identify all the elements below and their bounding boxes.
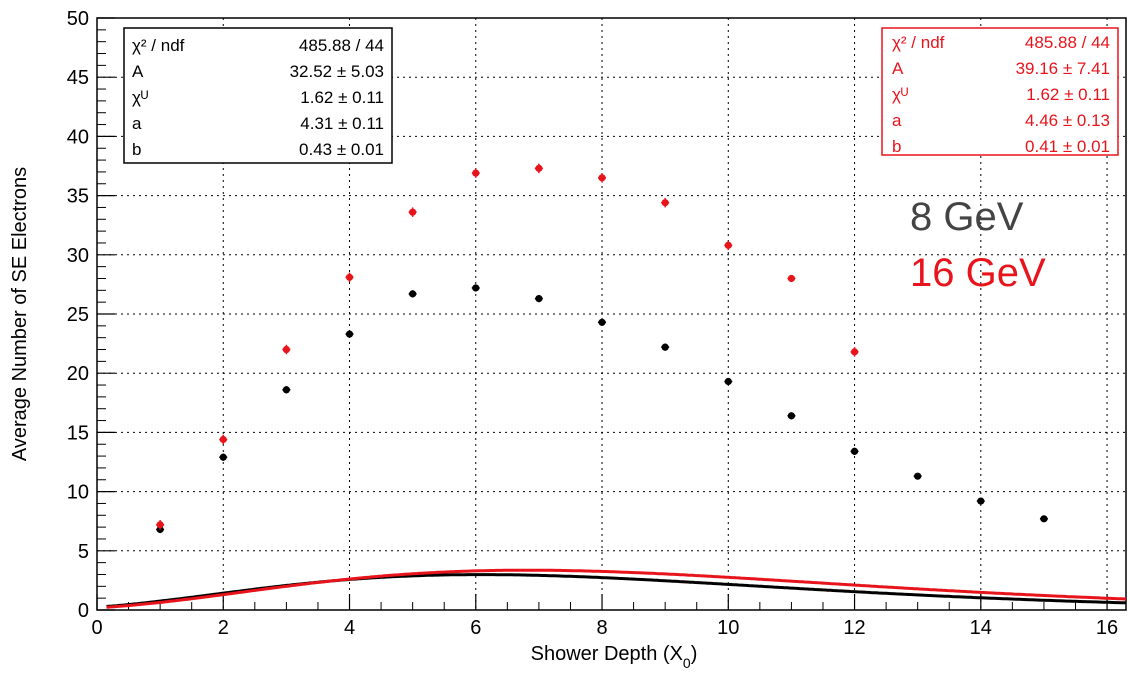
data-point-8gev [345, 330, 354, 338]
data-point-8gev [472, 284, 480, 292]
stats-box-16gev: χ² / ndf 485.88 / 44 A 39.16 ± 7.41 χᵁ 1.62 ±… [881, 27, 1119, 156]
data-point-8gev [219, 453, 227, 461]
data-point-16gev [787, 274, 796, 283]
x-tick-label: 4 [344, 617, 355, 639]
stats-label-16gev: a [892, 111, 902, 130]
data-point-16gev [345, 273, 354, 281]
grid-layer [97, 18, 1126, 610]
y-tick-label: 50 [67, 8, 89, 30]
fit-curves [106, 568, 1127, 609]
data-point-16gev [850, 348, 859, 356]
stats-value-16gev: 485.88 / 44 [1025, 33, 1110, 52]
data-point-16gev [598, 174, 606, 182]
stats-box-8gev-frame [123, 27, 393, 164]
stats-label-8gev: χᵁ [132, 88, 148, 107]
stats-label-16gev: χ² / ndf [892, 33, 945, 52]
data-point-16gev [409, 208, 417, 216]
stats-value-8gev: 4.31 ± 0.11 [300, 114, 384, 133]
x-tick-label: 0 [91, 617, 102, 639]
stats-value-8gev: 0.43 ± 0.01 [299, 140, 384, 159]
fit-curve-16gev [106, 568, 1127, 609]
stats-label-8gev: χ² / ndf [132, 36, 185, 55]
x-tick-label: 10 [717, 617, 739, 639]
data-point-8gev [661, 343, 669, 351]
ticks-layer: 0 2 4 6 8 10 12 14 16 0 5 10 15 20 25 30 35 40 45 50 [67, 8, 1118, 639]
stats-value-16gev: 4.46 ± 0.13 [1025, 111, 1110, 130]
stats-value-16gev: 39.16 ± 7.41 [1016, 59, 1110, 78]
stats-label-8gev: b [132, 140, 141, 159]
x-tick-label: 12 [843, 617, 865, 639]
x-tick-label: 14 [970, 617, 992, 639]
stats-label-8gev: A [132, 62, 144, 81]
data-point-8gev [914, 472, 922, 480]
data-point-8gev [724, 377, 732, 386]
stats-value-8gev: 485.88 / 44 [299, 36, 384, 55]
data-point-8gev [535, 295, 543, 303]
data-point-16gev [661, 199, 669, 207]
data-point-16gev [535, 164, 543, 172]
data-point-16gev [472, 169, 480, 177]
data-point-8gev [787, 412, 796, 420]
data-point-8gev [1040, 515, 1048, 523]
y-tick-label: 10 [67, 482, 89, 504]
y-tick-label: 45 [67, 67, 89, 89]
stats-box-8gev: χ² / ndf 485.88 / 44 A 32.52 ± 5.03 χᵁ 1.62 ±… [123, 27, 393, 164]
y-tick-label: 20 [67, 363, 89, 385]
y-tick-label: 35 [67, 186, 89, 208]
y-tick-label: 0 [78, 600, 89, 622]
stats-value-8gev: 32.52 ± 5.03 [290, 62, 384, 81]
y-tick-label: 15 [67, 422, 89, 444]
x-tick-label: 2 [218, 617, 229, 639]
legend-label-8gev: 8 GeV [910, 195, 1024, 239]
x-tick-label: 16 [1096, 617, 1118, 639]
stats-label-8gev: a [132, 114, 142, 133]
stats-value-16gev: 1.62 ± 0.11 [1026, 85, 1110, 104]
y-tick-label: 25 [67, 304, 89, 326]
y-tick-label: 40 [67, 126, 89, 148]
data-point-8gev [850, 447, 859, 455]
data-point-16gev [282, 345, 290, 354]
y-tick-label: 5 [78, 541, 89, 563]
data-point-8gev [977, 497, 985, 505]
x-tick-label: 6 [470, 617, 481, 639]
legend-label-16gev: 16 GeV [910, 251, 1046, 295]
y-axis-title: Average Number of SE Electrons [9, 167, 31, 461]
data-points [156, 163, 1048, 534]
data-point-8gev [598, 318, 606, 326]
data-point-8gev [282, 386, 290, 394]
y-tick-label: 30 [67, 245, 89, 267]
x-axis-title: Shower Depth (X0) [531, 643, 698, 671]
stats-value-16gev: 0.41 ± 0.01 [1025, 137, 1110, 156]
data-point-16gev [219, 435, 227, 444]
stats-label-16gev: b [892, 137, 901, 156]
stats-box-16gev-frame [881, 27, 1119, 156]
data-point-8gev [409, 290, 417, 298]
stats-value-8gev: 1.62 ± 0.11 [300, 88, 384, 107]
stats-label-16gev: χᵁ [892, 85, 908, 104]
x-tick-label: 8 [596, 617, 607, 639]
data-point-16gev [156, 521, 164, 529]
stats-label-16gev: A [892, 59, 904, 78]
data-point-16gev [724, 241, 732, 249]
